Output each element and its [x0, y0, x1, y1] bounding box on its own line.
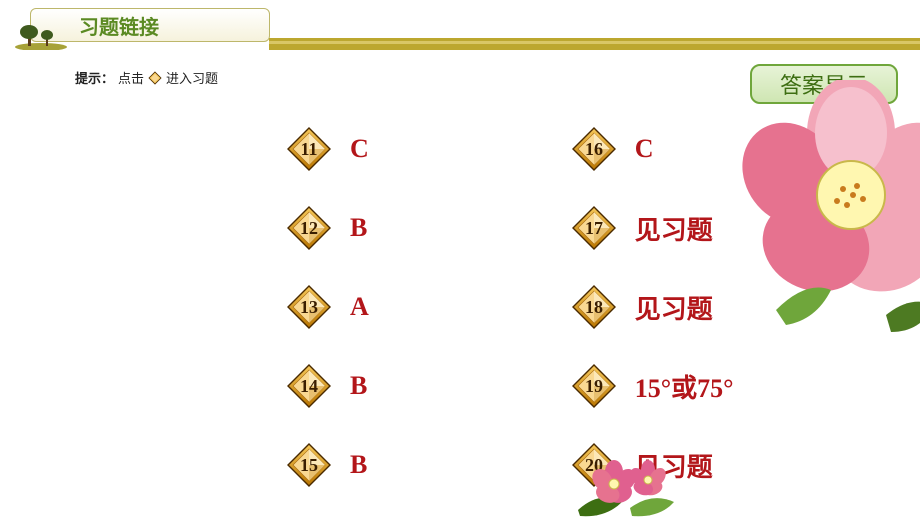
diamond-19: 19: [571, 363, 617, 409]
hint-before: 点击: [118, 68, 144, 87]
answer-item-13[interactable]: 13 A: [286, 284, 369, 330]
left-column: 11 C 12 B 13 A: [286, 126, 369, 488]
svg-text:18: 18: [585, 297, 603, 317]
right-column: 16 C 17 见习题 18 见习题: [571, 126, 734, 488]
svg-text:13: 13: [300, 297, 318, 317]
page-title: 习题链接: [79, 11, 159, 40]
answer-item-19[interactable]: 19 15°或75°: [571, 363, 734, 409]
answer-item-17[interactable]: 17 见习题: [571, 205, 734, 251]
diamond-17: 17: [571, 205, 617, 251]
answer-17: 见习题: [635, 210, 713, 247]
answer-item-11[interactable]: 11 C: [286, 126, 369, 172]
answer-14: B: [350, 371, 367, 401]
diamond-18: 18: [571, 284, 617, 330]
diamond-12: 12: [286, 205, 332, 251]
answer-15: B: [350, 450, 367, 480]
answer-item-16[interactable]: 16 C: [571, 126, 734, 172]
svg-text:12: 12: [300, 218, 318, 238]
svg-text:15: 15: [300, 455, 318, 475]
flower-big-icon: [736, 80, 920, 350]
hint-prefix: 提示：: [75, 68, 114, 87]
answer-19: 15°或75°: [635, 368, 734, 405]
answer-11: C: [350, 134, 369, 164]
diamond-16: 16: [571, 126, 617, 172]
answer-16: C: [635, 134, 654, 164]
svg-text:16: 16: [585, 139, 603, 159]
diamond-11: 11: [286, 126, 332, 172]
header-stripe: [269, 38, 920, 50]
svg-text:11: 11: [300, 139, 317, 159]
answer-12: B: [350, 213, 367, 243]
answer-item-18[interactable]: 18 见习题: [571, 284, 734, 330]
svg-text:19: 19: [585, 376, 603, 396]
flower-small-icon: [570, 460, 680, 520]
answer-item-14[interactable]: 14 B: [286, 363, 369, 409]
tree-icon: [14, 22, 68, 50]
diamond-14: 14: [286, 363, 332, 409]
diamond-13: 13: [286, 284, 332, 330]
answer-13: A: [350, 292, 369, 322]
hint-diamond-icon: [148, 71, 162, 85]
answer-item-12[interactable]: 12 B: [286, 205, 369, 251]
svg-text:17: 17: [585, 218, 603, 238]
diamond-15: 15: [286, 442, 332, 488]
answer-18: 见习题: [635, 289, 713, 326]
svg-text:14: 14: [300, 376, 318, 396]
answer-item-15[interactable]: 15 B: [286, 442, 369, 488]
hint-after: 进入习题: [166, 68, 218, 87]
hint-text: 提示： 点击 进入习题: [75, 68, 218, 87]
